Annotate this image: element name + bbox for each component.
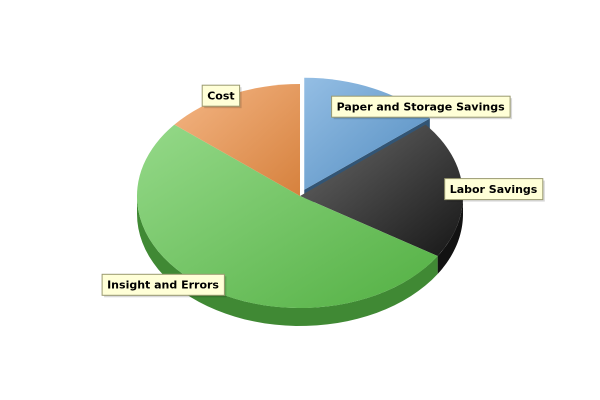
slice-label-text: Paper and Storage Savings: [337, 101, 505, 114]
slice-label-text: Labor Savings: [450, 183, 538, 196]
slice-label-insight-and-errors: Insight and Errors: [101, 273, 227, 298]
slice-label-text: Insight and Errors: [107, 279, 219, 292]
slice-label-text: Cost: [207, 90, 234, 103]
slice-label-box: [444, 178, 544, 201]
slice-label-box: [201, 84, 241, 107]
slice-label-box: [331, 95, 511, 118]
slice-cost: [174, 84, 300, 196]
slice-labels-layer: Paper and Storage Savings Labor Savings In…: [101, 84, 545, 298]
slice-labor-savings: [300, 124, 463, 257]
slice-label-cost: Cost: [201, 84, 242, 109]
slice-label-labor-savings: Labor Savings: [444, 178, 545, 202]
slice-label-paper-and-storage-savings: Paper and Storage Savings: [331, 95, 513, 120]
slice-label-box: [101, 273, 225, 296]
slice-side-labor-savings: [437, 196, 463, 275]
slice-insight-and-errors: [136, 124, 438, 309]
